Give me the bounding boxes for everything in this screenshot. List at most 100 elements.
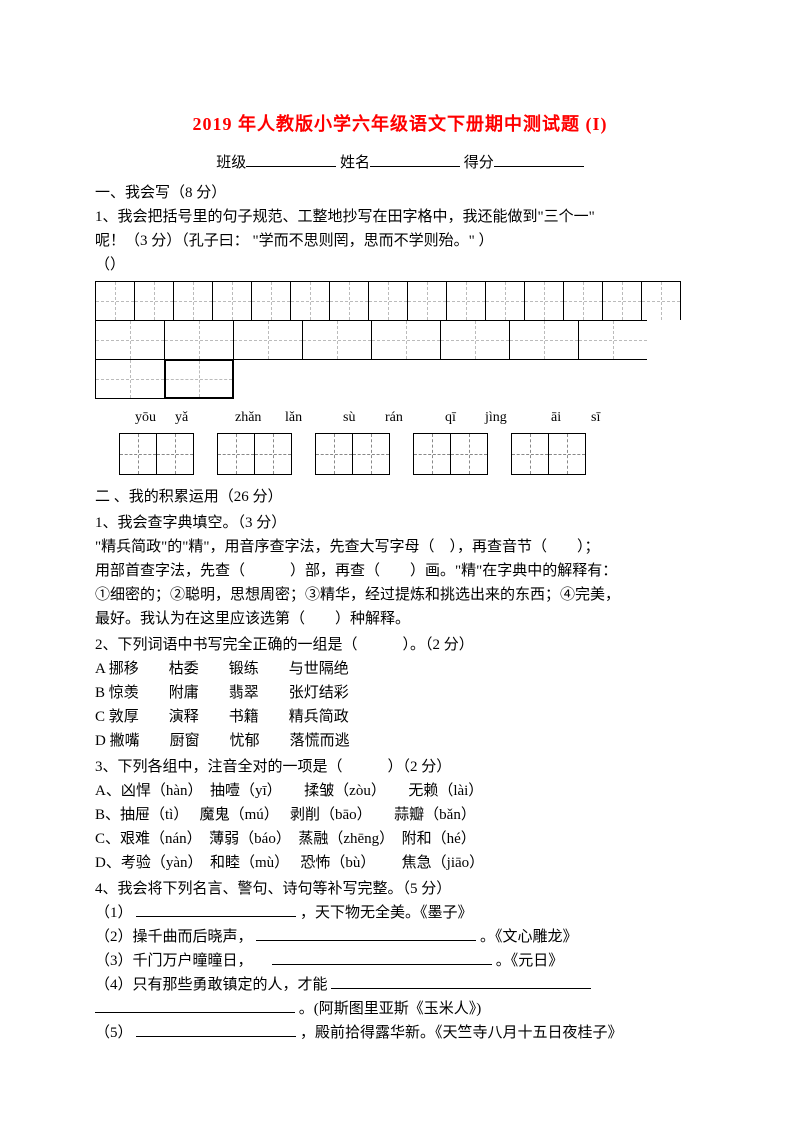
q2-2-opt-a: A 挪移 枯委 锻练 与世隔绝 — [95, 657, 705, 681]
q2-4-l4-a: （4）只有那些勇敢镇定的人，才能 — [95, 977, 328, 993]
char-pair — [315, 433, 389, 475]
grid-cell[interactable] — [641, 281, 681, 321]
q2-2-stem: 2、下列词语中书写完全正确的一组是（ ）。（2 分） — [95, 633, 705, 657]
grid-cell[interactable] — [329, 281, 369, 321]
grid-cell[interactable] — [212, 281, 252, 321]
tianzi-grid — [95, 281, 705, 399]
fill-blank[interactable] — [95, 998, 295, 1013]
q2-4-l1: （1） ，天下物无全美。《墨子》 — [95, 901, 705, 925]
section-1-head: 一、我会写（8 分） — [95, 181, 705, 205]
char-cell[interactable] — [413, 433, 451, 475]
name-blank[interactable] — [370, 152, 460, 167]
fill-blank[interactable] — [272, 950, 492, 965]
fill-blank[interactable] — [136, 1022, 296, 1037]
q2-2-opt-c: C 敦厚 演释 书籍 精兵简政 — [95, 705, 705, 729]
char-pair-row — [119, 433, 705, 475]
q2-3: 3、下列各组中，注音全对的一项是（ ）（2 分） A、凶悍（hàn） 抽噎（yī… — [95, 755, 705, 875]
q2-4-l2-a: （2）操千曲而后晓声， — [95, 929, 253, 945]
grid-cell[interactable] — [251, 281, 291, 321]
pinyin: sù — [343, 407, 385, 429]
pinyin: yōu — [135, 407, 175, 429]
grid-cell-empty — [647, 320, 687, 360]
q2-4-l4-2: 。(阿斯图里亚斯《玉米人》) — [95, 997, 705, 1021]
q2-4-stem: 4、我会将下列名言、警句、诗句等补写完整。（5 分） — [95, 877, 705, 901]
pinyin: zhǎn — [235, 407, 285, 429]
pinyin: sī — [591, 407, 631, 429]
q2-3-stem: 3、下列各组中，注音全对的一项是（ ）（2 分） — [95, 755, 705, 779]
pinyin: āi — [551, 407, 591, 429]
fill-blank[interactable] — [256, 926, 476, 941]
pinyin: qī — [445, 407, 485, 429]
grid-cell[interactable] — [485, 281, 525, 321]
pinyin: lǎn — [285, 407, 343, 429]
fill-blank[interactable] — [331, 974, 591, 989]
q2-1-l5: 最好。我认为在这里应该选第（ ）种解释。 — [95, 607, 705, 631]
grid-cell[interactable] — [509, 320, 579, 360]
char-cell[interactable] — [548, 433, 586, 475]
q2-4-l3-a: （3）千门万户曈曈日， — [95, 953, 253, 969]
char-cell[interactable] — [119, 433, 157, 475]
q2-4-l1-b: ，天下物无全美。《墨子》 — [300, 905, 473, 921]
grid-cell[interactable] — [173, 281, 213, 321]
grid-cell[interactable] — [95, 320, 165, 360]
q2-2: 2、下列词语中书写完全正确的一组是（ ）。（2 分） A 挪移 枯委 锻练 与世… — [95, 633, 705, 753]
q1-line-a: 1、我会把括号里的句子规范、工整地抄写在田字格中，我还能做到"三个一" — [95, 205, 705, 229]
q2-4-l5: （5） ，殿前拾得露华新。《天竺寺八月十五日夜桂子》 — [95, 1021, 705, 1045]
grid-cell[interactable] — [368, 281, 408, 321]
grid-cell[interactable] — [302, 320, 372, 360]
q2-1-l3: 用部首查字法，先查（ ）部，再查（ ）画。"精"在字典中的解释有： — [95, 559, 705, 583]
grid-cell[interactable] — [134, 281, 174, 321]
grid-cell[interactable] — [446, 281, 486, 321]
char-cell[interactable] — [315, 433, 353, 475]
q2-1-l1: 1、我会查字典填空。（3 分） — [95, 511, 705, 535]
char-cell[interactable] — [450, 433, 488, 475]
pinyin-row: yōu yǎ zhǎn lǎn sù rán qī jìng āi sī — [95, 407, 705, 429]
grid-cell[interactable] — [578, 320, 648, 360]
grid-cell[interactable] — [233, 320, 303, 360]
grid-cell[interactable] — [524, 281, 564, 321]
grid-cell[interactable] — [164, 359, 234, 399]
grid-cell[interactable] — [602, 281, 642, 321]
char-pair — [511, 433, 585, 475]
grid-cell[interactable] — [563, 281, 603, 321]
grid-cell[interactable] — [95, 281, 135, 321]
q2-4-l4-c: 。(阿斯图里亚斯《玉米人》) — [299, 1001, 482, 1017]
char-pair — [119, 433, 193, 475]
pinyin: jìng — [485, 407, 551, 429]
section-2-head: 二 、我的积累运用（26 分） — [95, 485, 705, 509]
score-blank[interactable] — [494, 152, 584, 167]
q2-1: 1、我会查字典填空。（3 分） "精兵简政"的"精"，用音序查字法，先查大写字母… — [95, 511, 705, 631]
pinyin: rán — [385, 407, 445, 429]
q2-4-l3-b: 。《元日》 — [496, 953, 564, 969]
q2-4-l5-a: （5） — [95, 1025, 133, 1041]
q2-2-opt-d: D 撇嘴 厨窗 忧郁 落慌而逃 — [95, 729, 705, 753]
q2-4: 4、我会将下列名言、警句、诗句等补写完整。（5 分） （1） ，天下物无全美。《… — [95, 877, 705, 1045]
q2-3-opt-b: B、抽屉（tì） 魔鬼（mú） 剥削（bāo） 蒜瓣（bǎn） — [95, 803, 705, 827]
char-cell[interactable] — [156, 433, 194, 475]
grid-cell[interactable] — [371, 320, 441, 360]
grid-cell[interactable] — [290, 281, 330, 321]
q2-4-l5-b: ，殿前拾得露华新。《天竺寺八月十五日夜桂子》 — [300, 1025, 623, 1041]
char-cell[interactable] — [254, 433, 292, 475]
grid-row-1 — [95, 281, 705, 321]
char-pair — [413, 433, 487, 475]
q2-3-opt-d: D、考验（yàn） 和睦（mù） 恐怖（bù） 焦急（jiāo） — [95, 851, 705, 875]
q2-1-l2: "精兵简政"的"精"，用音序查字法，先查大写字母（ ），再查音节（ ）； — [95, 535, 705, 559]
student-info-line: 班级 姓名 得分 — [95, 151, 705, 175]
char-cell[interactable] — [352, 433, 390, 475]
q1-line-b: 呢！（3 分）（孔子曰： "学而不思则罔，思而不学则殆。" ） — [95, 229, 705, 253]
grid-row-2 — [95, 320, 705, 360]
char-cell[interactable] — [217, 433, 255, 475]
q2-4-l1-a: （1） — [95, 905, 133, 921]
grid-cell[interactable] — [95, 359, 165, 399]
grid-cell[interactable] — [164, 320, 234, 360]
fill-blank[interactable] — [136, 902, 296, 917]
char-cell[interactable] — [511, 433, 549, 475]
char-pair — [217, 433, 291, 475]
grid-cell[interactable] — [440, 320, 510, 360]
q2-4-l2: （2）操千曲而后晓声， 。《文心雕龙》 — [95, 925, 705, 949]
q2-3-opt-a: A、凶悍（hàn） 抽噎（yī） 揉皱（zòu） 无赖（lài） — [95, 779, 705, 803]
grid-cell[interactable] — [407, 281, 447, 321]
q2-2-opt-b: B 惊羡 附庸 翡翠 张灯结彩 — [95, 681, 705, 705]
class-blank[interactable] — [246, 152, 336, 167]
